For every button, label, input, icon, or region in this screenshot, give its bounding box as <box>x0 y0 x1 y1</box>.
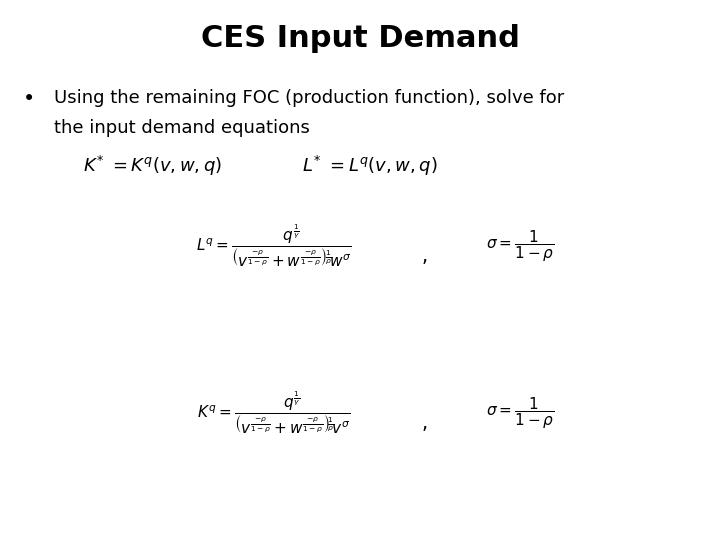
Text: $L^{*}\ =L^{q}(v,w,q)$: $L^{*}\ =L^{q}(v,w,q)$ <box>302 154 438 178</box>
Text: •: • <box>22 89 35 109</box>
Text: $,$: $,$ <box>421 414 428 434</box>
Text: $K^{q}=\dfrac{q^{\frac{1}{\gamma}}}{\left(v^{\frac{-\rho}{1-\rho}}+w^{\frac{-\rh: $K^{q}=\dfrac{q^{\frac{1}{\gamma}}}{\lef… <box>197 390 351 436</box>
Text: $L^{q}=\dfrac{q^{\frac{1}{\gamma}}}{\left(v^{\frac{-\rho}{1-\rho}}+w^{\frac{-\rh: $L^{q}=\dfrac{q^{\frac{1}{\gamma}}}{\lef… <box>196 222 351 269</box>
Text: Using the remaining FOC (production function), solve for: Using the remaining FOC (production func… <box>54 89 564 107</box>
Text: $\sigma{=}\dfrac{1}{1-\rho}$: $\sigma{=}\dfrac{1}{1-\rho}$ <box>486 228 554 264</box>
Text: CES Input Demand: CES Input Demand <box>201 24 519 53</box>
Text: $,$: $,$ <box>421 247 428 266</box>
Text: $\sigma{=}\dfrac{1}{1-\rho}$: $\sigma{=}\dfrac{1}{1-\rho}$ <box>486 395 554 431</box>
Text: $K^{*}\ =K^{q}(v,w,q)$: $K^{*}\ =K^{q}(v,w,q)$ <box>83 154 222 178</box>
Text: the input demand equations: the input demand equations <box>54 119 310 137</box>
